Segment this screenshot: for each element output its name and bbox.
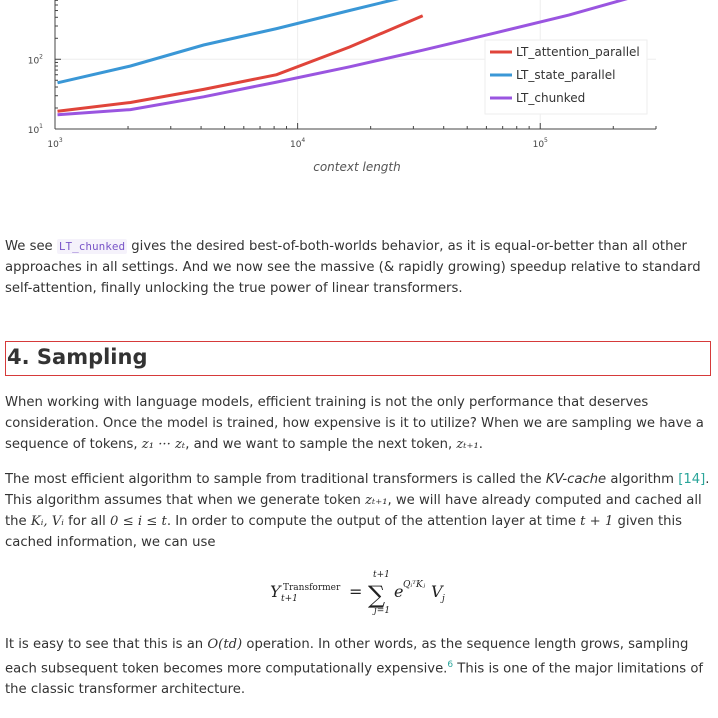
p3-text-a: The most efficient algorithm to sample f… xyxy=(5,472,546,487)
citation-link-14[interactable]: [14] xyxy=(678,472,706,487)
y-tick-exponent: 2 xyxy=(39,53,43,60)
legend-label-LT_attention_parallel: LT_attention_parallel xyxy=(516,45,640,59)
p3-text-g: given this cached information, we can us… xyxy=(5,514,683,550)
y-tick-label: 102 xyxy=(28,53,43,66)
legend-label-LT_chunked: LT_chunked xyxy=(516,91,585,105)
math-token-sequence: z₁ ··· zₜ xyxy=(141,437,186,452)
inline-code-lt-chunked: LT_chunked xyxy=(56,239,128,254)
svg-text:j=1: j=1 xyxy=(372,606,390,616)
p2-text-b: , and we want to sample the next token, xyxy=(185,437,457,452)
p4-text-b: operation. In other words, as the sequen… xyxy=(5,637,689,677)
x-tick-exponent: 5 xyxy=(544,137,548,144)
math-index-range: 0 ≤ i ≤ t xyxy=(110,514,167,529)
svg-text:∑: ∑ xyxy=(368,581,385,609)
svg-text:QᵢᵀKⱼ: QᵢᵀKⱼ xyxy=(403,580,426,590)
paragraph-sampling-intro: When working with language models, effic… xyxy=(5,392,713,455)
paragraph-complexity: It is easy to see that this is an O(td) … xyxy=(5,634,713,700)
x-tick-exponent: 4 xyxy=(301,137,305,144)
formula-svg: Y Transformer t+1 = t+1 ∑ j=1 e QᵢᵀKⱼ V … xyxy=(270,570,445,616)
math-kv-vars: Kᵢ, Vᵢ xyxy=(30,514,64,529)
svg-text:t+1: t+1 xyxy=(281,594,298,604)
transformer-sampling-formula: Y Transformer t+1 = t+1 ∑ j=1 e QᵢᵀKⱼ V … xyxy=(270,570,470,616)
x-tick-exponent: 3 xyxy=(59,137,63,144)
y-tick-label: 101 xyxy=(28,123,43,136)
p3-text-e: for all xyxy=(63,514,111,529)
p3-text-f: . In order to compute the output of the … xyxy=(166,514,581,529)
p4-text-a: It is easy to see that this is an xyxy=(5,637,208,652)
x-axis-title: context length xyxy=(313,160,401,174)
p1-before: We see xyxy=(5,239,57,254)
x-tick-label: 104 xyxy=(290,137,305,150)
series-line-LT_chunked xyxy=(57,0,628,117)
svg-text:Transformer: Transformer xyxy=(283,583,341,593)
kv-cache-term: KV-cache xyxy=(545,472,607,487)
series-lines xyxy=(57,0,628,117)
math-next-token: zₜ₊₁ xyxy=(456,437,479,452)
p2-text-a: When working with language models, effic… xyxy=(5,395,704,452)
y-tick-exponent: 1 xyxy=(39,123,43,130)
x-tick-label: 103 xyxy=(47,137,62,150)
p2-text-c: . xyxy=(478,437,483,452)
legend-label-LT_state_parallel: LT_state_parallel xyxy=(516,68,615,82)
legend: LT_attention_parallel LT_state_parallel LT… xyxy=(484,39,648,115)
svg-text:V: V xyxy=(431,582,444,601)
series-line-LT_state_parallel xyxy=(57,0,400,85)
svg-text:Y: Y xyxy=(270,582,282,601)
chart: 103 104 105 101 102 LT_attention_parallel LT_… xyxy=(0,0,718,185)
p4-text-c: This is one of the major limitations of … xyxy=(5,661,704,698)
math-time: t + 1 xyxy=(580,514,614,529)
svg-text:t+1: t+1 xyxy=(373,570,390,580)
x-tick-label: 105 xyxy=(533,137,548,150)
math-big-o: O(td) xyxy=(207,637,243,652)
paragraph-kv-cache: The most efficient algorithm to sample f… xyxy=(5,469,713,553)
p1-after: gives the desired best-of-both-worlds be… xyxy=(5,239,701,296)
p3-text-d: , we will have already computed and cach… xyxy=(5,493,702,529)
math-token: zₜ₊₁ xyxy=(365,493,388,508)
p3-text-b: algorithm xyxy=(606,472,679,487)
footnote-link-6[interactable]: 6 xyxy=(447,660,454,670)
section-heading-sampling: 4. Sampling xyxy=(5,341,711,376)
series-line-LT_attention_parallel xyxy=(57,14,424,113)
paragraph-chunked-summary: We see LT_chunked gives the desired best… xyxy=(5,236,713,299)
svg-text:=: = xyxy=(349,582,362,601)
svg-text:j: j xyxy=(440,594,445,604)
svg-text:e: e xyxy=(394,582,403,601)
p3-text-c: . This algorithm assumes that when we ge… xyxy=(5,472,710,508)
